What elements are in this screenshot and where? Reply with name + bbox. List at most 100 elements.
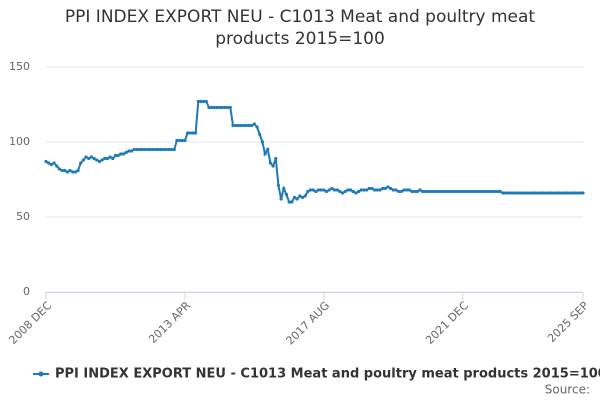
data-point [319, 188, 323, 192]
data-point [314, 189, 318, 194]
data-point [455, 189, 460, 194]
data-point [215, 105, 219, 110]
data-point [47, 161, 51, 165]
data-point [135, 147, 139, 152]
data-point [263, 152, 267, 156]
x-tick-label: 2013 APR [146, 299, 193, 346]
data-point [332, 188, 337, 192]
data-point [568, 191, 572, 195]
data-point [153, 147, 158, 152]
data-point [175, 138, 179, 143]
data-point [381, 186, 385, 191]
data-point [290, 200, 294, 204]
data-point [445, 189, 449, 194]
data-point [295, 197, 299, 201]
data-point [573, 191, 577, 195]
data-point [308, 188, 313, 192]
data-point [292, 195, 297, 200]
data-point [343, 189, 347, 194]
data-point [501, 191, 505, 195]
data-point [397, 189, 401, 194]
data-point [330, 186, 334, 191]
data-point [60, 168, 64, 173]
data-point [212, 105, 216, 110]
data-point [137, 147, 142, 152]
data-point [533, 191, 537, 195]
data-point [423, 189, 427, 194]
data-point [458, 189, 462, 194]
data-point [156, 147, 160, 152]
data-point [453, 189, 457, 194]
data-point [159, 147, 163, 152]
data-point [509, 191, 513, 195]
data-point [81, 158, 86, 162]
data-point [538, 191, 542, 195]
data-point [57, 167, 61, 171]
data-point [562, 191, 566, 195]
data-point [506, 191, 510, 195]
y-tick-label: 0 [23, 285, 30, 298]
data-point [55, 164, 59, 168]
data-point [410, 189, 414, 194]
data-point [191, 131, 195, 135]
data-point [383, 186, 387, 191]
data-point [204, 99, 208, 104]
data-point [522, 191, 526, 195]
data-point [546, 191, 550, 195]
data-point [405, 188, 409, 192]
data-point [218, 105, 222, 110]
data-point [271, 164, 275, 168]
data-point [303, 194, 307, 198]
data-point [287, 200, 291, 204]
data-point [469, 189, 473, 194]
data-point [394, 188, 398, 192]
data-point [576, 191, 580, 195]
data-point [346, 188, 350, 192]
data-point [560, 191, 564, 195]
data-point [434, 189, 438, 194]
data-point [68, 168, 72, 173]
data-point [148, 147, 152, 152]
data-point [145, 147, 150, 152]
data-point [514, 191, 518, 195]
data-point [426, 189, 430, 194]
data-point [431, 189, 435, 194]
data-point [260, 140, 265, 144]
data-point [503, 191, 508, 195]
data-point [124, 150, 128, 155]
data-point [450, 189, 454, 194]
x-tick-label: 2008 DEC [6, 299, 54, 347]
data-point [517, 191, 521, 195]
data-point [375, 188, 379, 192]
data-point [311, 188, 315, 192]
data-point [111, 156, 115, 161]
data-point [143, 147, 147, 152]
data-point [535, 191, 540, 195]
data-point [95, 158, 99, 162]
data-point [362, 188, 366, 192]
data-point [65, 170, 69, 174]
data-point [87, 156, 91, 161]
data-point [274, 156, 278, 161]
data-point [113, 153, 118, 158]
data-point [487, 189, 492, 194]
data-point [284, 192, 289, 197]
data-point [49, 162, 53, 167]
legend-label: PPI INDEX EXPORT NEU - C1013 Meat and po… [55, 367, 600, 382]
data-point [279, 197, 283, 201]
chart-title: PPI INDEX EXPORT NEU - C1013 Meat and po… [64, 7, 536, 49]
data-point [268, 161, 273, 165]
data-point [234, 123, 238, 128]
data-point [527, 191, 532, 195]
data-point [530, 191, 534, 195]
data-point [207, 105, 211, 110]
source: Source: [545, 383, 590, 397]
y-tick-label: 100 [9, 135, 30, 148]
data-point [557, 191, 561, 195]
data-point [581, 191, 585, 195]
data-point [266, 147, 270, 152]
data-point [373, 188, 377, 192]
data-point [525, 191, 529, 195]
data-point [73, 170, 77, 174]
